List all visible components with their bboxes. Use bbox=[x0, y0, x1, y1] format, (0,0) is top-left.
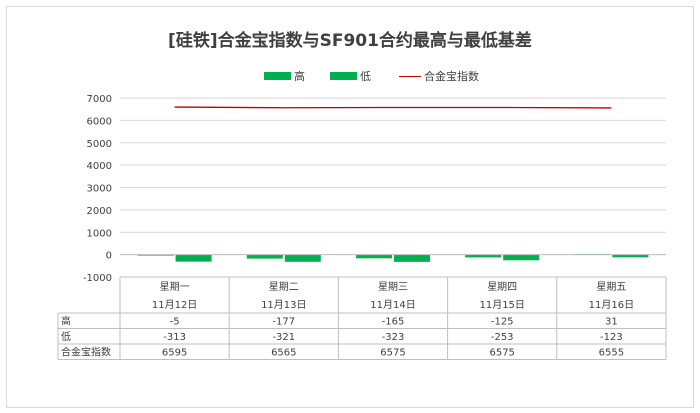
y-tick-label: 7000 bbox=[87, 94, 112, 105]
table-cell-value: 31 bbox=[605, 317, 618, 328]
category-date-label: 11月16日 bbox=[589, 299, 634, 311]
table-cell-value: -5 bbox=[170, 317, 180, 328]
bar-low bbox=[284, 254, 321, 262]
category-date-label: 11月14日 bbox=[370, 299, 415, 311]
legend-swatch-low bbox=[330, 72, 357, 80]
y-tick-label: 2000 bbox=[87, 206, 112, 217]
y-tick-label: 4000 bbox=[87, 161, 112, 172]
category-day-label: 星期四 bbox=[487, 281, 517, 293]
legend-item-low: 低 bbox=[330, 68, 371, 84]
table-cell-value: -177 bbox=[272, 317, 295, 328]
table-cell-value: -323 bbox=[382, 332, 405, 343]
chart-legend: 高 低 合金宝指数 bbox=[0, 68, 700, 84]
bar-low bbox=[394, 254, 430, 262]
table-cell-value: -313 bbox=[163, 332, 186, 343]
category-day-label: 星期二 bbox=[269, 281, 299, 293]
category-day-label: 星期一 bbox=[160, 281, 190, 293]
category-date-label: 11月12日 bbox=[152, 299, 197, 311]
y-tick-label: 6000 bbox=[87, 116, 112, 127]
category-date-label: 11月13日 bbox=[261, 299, 306, 311]
legend-swatch-high bbox=[264, 72, 291, 80]
table-row-label: 高 bbox=[61, 315, 71, 328]
y-tick-label: 1000 bbox=[87, 228, 112, 239]
legend-label-index: 合金宝指数 bbox=[424, 70, 479, 83]
table-cell-value: -321 bbox=[272, 332, 295, 343]
table-cell-value: -123 bbox=[600, 332, 623, 343]
table-cell-value: 6565 bbox=[271, 348, 296, 359]
category-day-label: 星期五 bbox=[596, 281, 626, 293]
bar-low bbox=[612, 254, 649, 258]
table-row-label: 低 bbox=[61, 330, 71, 343]
legend-item-high: 高 bbox=[264, 68, 305, 84]
bar-low bbox=[503, 254, 540, 261]
category-day-label: 星期三 bbox=[378, 281, 408, 293]
y-tick-label: 0 bbox=[106, 251, 112, 262]
table-row-label: 合金宝指数 bbox=[61, 346, 111, 359]
bar-low bbox=[175, 254, 212, 262]
table-cell-value: 6595 bbox=[162, 348, 187, 359]
table-cell-value: -253 bbox=[491, 332, 514, 343]
table-cell-value: -125 bbox=[491, 317, 514, 328]
bar-high bbox=[356, 254, 392, 259]
legend-item-index: 合金宝指数 bbox=[399, 68, 479, 84]
category-date-label: 11月15日 bbox=[479, 299, 524, 311]
index-line bbox=[174, 106, 612, 109]
table-cell-value: -165 bbox=[382, 317, 405, 328]
y-tick-label: 5000 bbox=[87, 139, 112, 150]
legend-swatch-index bbox=[399, 75, 421, 77]
table-cell-value: 6575 bbox=[489, 348, 514, 359]
table-cell-value: 6555 bbox=[599, 348, 624, 359]
y-tick-label: 3000 bbox=[87, 184, 112, 195]
bar-high bbox=[246, 254, 283, 259]
bar-high bbox=[465, 254, 502, 258]
legend-label-low: 低 bbox=[360, 70, 371, 83]
legend-label-high: 高 bbox=[294, 70, 305, 83]
table-cell-value: 6575 bbox=[380, 348, 405, 359]
y-tick-label: -1000 bbox=[83, 273, 112, 284]
chart-title: [硅铁]合金宝指数与SF901合约最高与最低基差 bbox=[168, 31, 532, 51]
